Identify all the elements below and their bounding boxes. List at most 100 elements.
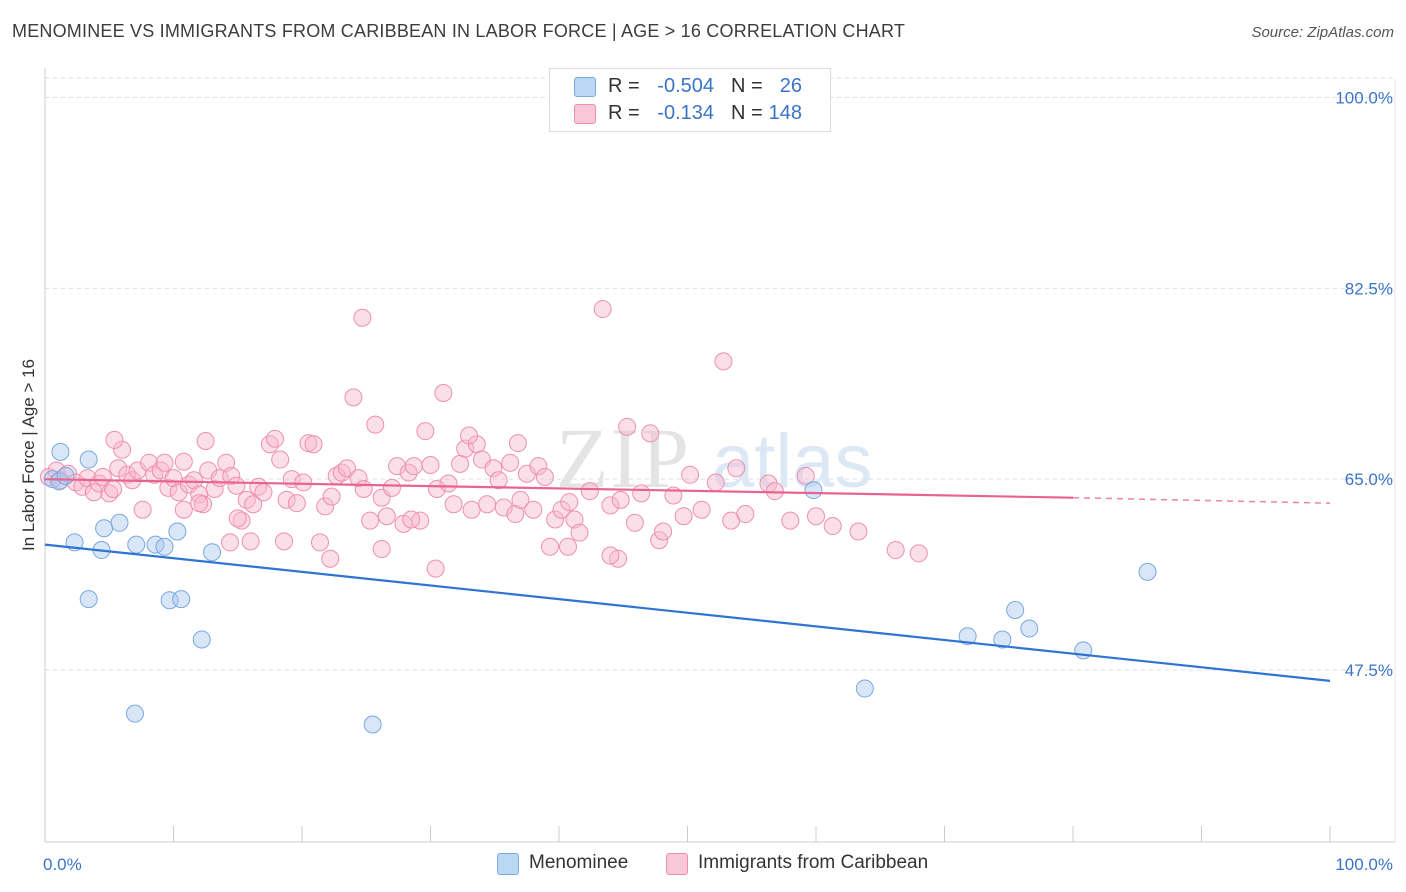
point-menominee — [79, 450, 98, 469]
point-menominee — [95, 519, 114, 538]
point-caribbean — [489, 471, 508, 490]
legend-r-value: -0.504 — [657, 75, 714, 97]
point-menominee — [110, 513, 129, 532]
point-caribbean — [674, 507, 693, 526]
point-caribbean — [462, 500, 481, 519]
point-caribbean — [174, 452, 193, 471]
legend-n-label: N = — [731, 75, 763, 97]
point-menominee — [1138, 562, 1157, 581]
point-caribbean — [310, 533, 329, 552]
chart-source: Source: ZipAtlas.com — [1251, 24, 1394, 41]
point-caribbean — [109, 459, 128, 478]
point-caribbean — [411, 511, 430, 530]
point-caribbean — [337, 459, 356, 478]
legend-r-value: -0.134 — [657, 102, 714, 124]
stats-legend: R = -0.504 N = 26 R = -0.134 N = 148 — [549, 68, 831, 132]
point-caribbean — [159, 478, 178, 497]
tick-labels: 47.5% 65.0% 82.5% 100.0% 0.0% 100.0% — [43, 89, 1393, 875]
point-menominee — [51, 442, 70, 461]
trend-line-caribbean-extension — [1072, 496, 1331, 504]
point-caribbean — [886, 541, 905, 560]
point-caribbean — [593, 300, 612, 319]
point-menominee — [1020, 619, 1039, 638]
point-caribbean — [344, 388, 363, 407]
trend-line-caribbean — [44, 478, 1074, 499]
point-menominee — [56, 466, 75, 485]
point-caribbean — [632, 484, 651, 503]
y-tick-label: 82.5% — [1345, 279, 1393, 298]
point-caribbean — [434, 384, 453, 403]
point-caribbean — [524, 500, 543, 519]
point-caribbean — [601, 546, 620, 565]
point-caribbean — [601, 496, 620, 515]
point-menominee — [804, 481, 823, 500]
point-caribbean — [205, 479, 224, 498]
point-menominee — [172, 590, 191, 609]
point-caribbean — [681, 465, 700, 484]
point-menominee — [79, 590, 98, 609]
point-caribbean — [321, 549, 340, 568]
point-caribbean — [494, 498, 513, 517]
point-caribbean — [511, 490, 530, 509]
point-caribbean — [451, 454, 470, 473]
bottom-legend-label-caribbean: Immigrants from Caribbean — [698, 852, 929, 873]
point-caribbean — [796, 466, 815, 485]
point-caribbean — [266, 429, 285, 448]
point-caribbean — [316, 497, 335, 516]
trend-lines — [44, 478, 1331, 682]
point-caribbean — [426, 559, 445, 578]
point-caribbean — [84, 483, 103, 502]
point-menominee — [146, 535, 165, 554]
point-caribbean — [404, 457, 423, 476]
point-caribbean — [354, 479, 373, 498]
point-menominee — [168, 522, 187, 541]
point-caribbean — [541, 537, 560, 556]
point-caribbean — [402, 510, 421, 529]
legend-swatch-menominee — [574, 77, 596, 97]
axes — [44, 68, 1395, 843]
point-caribbean — [353, 308, 372, 327]
point-caribbean — [618, 417, 637, 436]
point-caribbean — [781, 511, 800, 530]
point-menominee — [192, 630, 211, 649]
point-menominee — [125, 704, 144, 723]
legend-n-label: N = — [731, 102, 763, 124]
point-menominee — [958, 627, 977, 646]
point-caribbean — [727, 459, 746, 478]
point-caribbean — [190, 494, 209, 513]
point-caribbean — [692, 500, 711, 519]
point-menominee — [160, 591, 179, 610]
point-caribbean — [196, 432, 215, 450]
point-caribbean — [558, 537, 577, 556]
point-menominee — [1006, 601, 1025, 620]
point-caribbean — [133, 500, 152, 519]
point-caribbean — [105, 430, 124, 449]
point-caribbean — [228, 509, 247, 528]
point-caribbean — [244, 495, 263, 514]
point-caribbean — [155, 453, 174, 472]
point-menominee — [855, 679, 874, 698]
point-caribbean — [260, 435, 279, 454]
point-caribbean — [506, 505, 525, 524]
point-caribbean — [580, 482, 599, 501]
point-caribbean — [185, 471, 204, 490]
point-caribbean — [169, 483, 188, 502]
point-caribbean — [823, 517, 842, 536]
legend-n-value: 26 — [779, 75, 802, 97]
y-axis-label: In Labor Force | Age > 16 — [19, 358, 38, 552]
point-caribbean — [625, 513, 644, 532]
point-caribbean — [271, 450, 290, 469]
point-caribbean — [849, 522, 868, 541]
point-caribbean — [222, 466, 241, 485]
point-menominee — [203, 543, 222, 562]
point-caribbean — [299, 434, 318, 453]
point-caribbean — [611, 490, 630, 509]
stats-legend-row-caribbean: R = -0.134 N = 148 — [550, 102, 830, 126]
point-caribbean — [484, 459, 503, 478]
point-caribbean — [444, 495, 463, 514]
point-caribbean — [736, 505, 755, 524]
point-caribbean — [650, 531, 669, 550]
point-caribbean — [529, 457, 548, 476]
point-caribbean — [366, 415, 385, 434]
